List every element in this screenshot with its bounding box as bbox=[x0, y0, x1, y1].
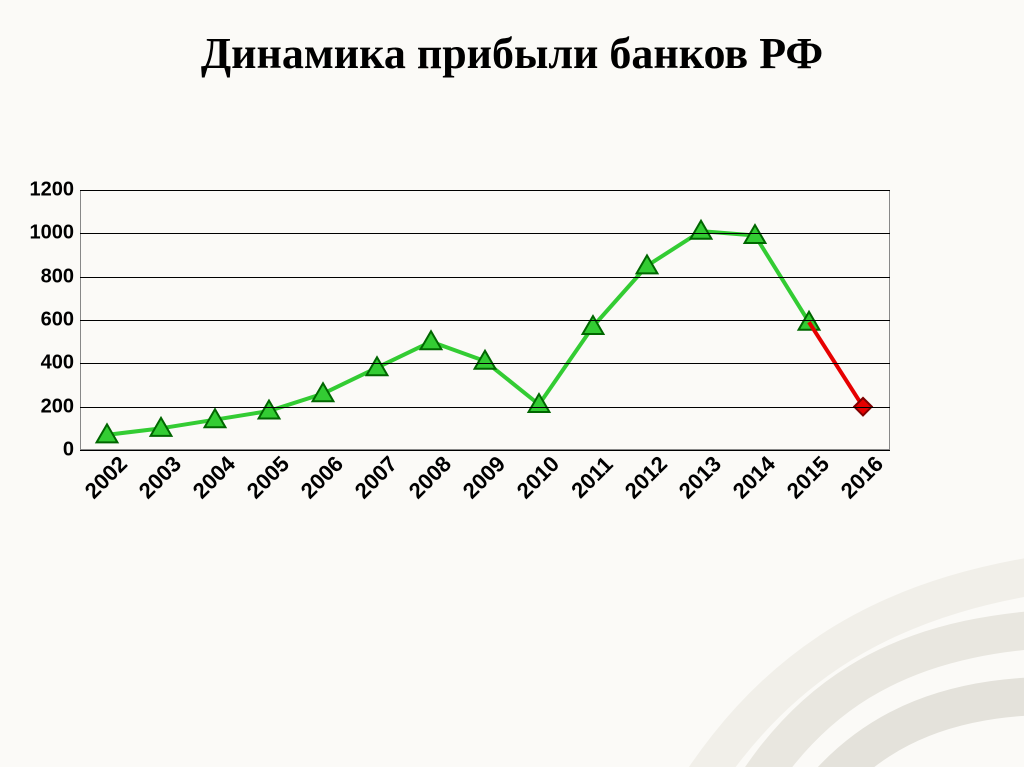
series-marker-profit-green bbox=[691, 221, 712, 239]
slide: Динамика прибыли банков РФ 2002200320042… bbox=[0, 0, 1024, 767]
y-tick-label: 800 bbox=[41, 265, 80, 288]
y-tick-label: 400 bbox=[41, 352, 80, 375]
x-tick-label: 2006 bbox=[296, 451, 349, 504]
swoosh-stroke bbox=[704, 627, 1024, 767]
y-tick-label: 1200 bbox=[30, 179, 81, 202]
x-tick-label: 2012 bbox=[620, 451, 673, 504]
swoosh-stroke bbox=[644, 567, 1024, 767]
gridline bbox=[80, 363, 890, 364]
gridline bbox=[80, 450, 890, 451]
y-tick-label: 600 bbox=[41, 309, 80, 332]
gridline bbox=[80, 407, 890, 408]
gridline bbox=[80, 277, 890, 278]
gridline bbox=[80, 190, 890, 191]
series-marker-profit-green bbox=[421, 331, 442, 349]
series-line-profit-green bbox=[107, 231, 809, 435]
x-tick-label: 2008 bbox=[404, 451, 457, 504]
chart: 2002200320042005200620072008200920102011… bbox=[80, 190, 890, 450]
y-tick-label: 1000 bbox=[30, 222, 81, 245]
y-tick-label: 200 bbox=[41, 395, 80, 418]
x-tick-label: 2003 bbox=[134, 451, 187, 504]
series-line-profit-red bbox=[809, 322, 863, 407]
x-tick-label: 2010 bbox=[512, 451, 565, 504]
y-tick-label: 0 bbox=[63, 439, 80, 462]
gridline bbox=[80, 320, 890, 321]
swoosh-stroke bbox=[764, 696, 1024, 767]
x-tick-label: 2005 bbox=[242, 451, 295, 504]
x-tick-label: 2016 bbox=[836, 451, 889, 504]
x-tick-label: 2007 bbox=[350, 451, 403, 504]
x-tick-label: 2011 bbox=[566, 452, 618, 504]
x-tick-label: 2013 bbox=[674, 451, 727, 504]
x-tick-label: 2002 bbox=[80, 451, 133, 504]
page-title: Динамика прибыли банков РФ bbox=[0, 0, 1024, 79]
series-marker-profit-green bbox=[637, 255, 658, 273]
x-tick-label: 2004 bbox=[188, 451, 241, 504]
x-tick-label: 2009 bbox=[458, 451, 511, 504]
x-tick-label: 2015 bbox=[782, 451, 835, 504]
gridline bbox=[80, 233, 890, 234]
x-tick-label: 2014 bbox=[728, 451, 781, 504]
